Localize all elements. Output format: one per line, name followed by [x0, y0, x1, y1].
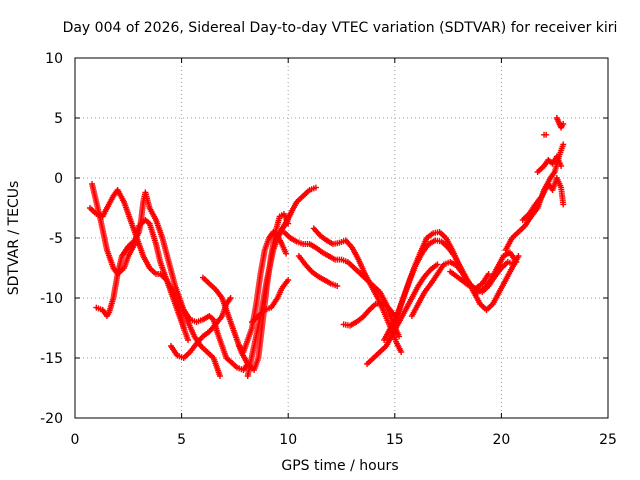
y-tick-label: 10: [45, 51, 63, 67]
y-tick-label: -15: [40, 351, 63, 367]
data-point: [398, 349, 405, 355]
data-point: [511, 261, 518, 268]
x-tick-label: 15: [386, 432, 404, 448]
series-track-13: [295, 253, 341, 289]
x-tick-label: 5: [177, 432, 186, 448]
y-tick-label: -5: [49, 231, 63, 247]
series-track-22: [534, 153, 565, 175]
series-track-23: [553, 115, 567, 131]
data-point: [334, 283, 341, 289]
y-tick-label: 5: [54, 111, 63, 127]
series-track-24: [541, 131, 550, 138]
data-point: [312, 184, 319, 191]
data-point: [558, 163, 565, 169]
x-tick-label: 20: [492, 432, 510, 448]
data-series: [86, 115, 567, 379]
data-point: [434, 261, 441, 268]
y-tick-label: 0: [54, 171, 63, 187]
series-track-19: [447, 268, 492, 292]
data-point: [560, 121, 567, 127]
y-axis-label: SDTVAR / TECUs: [6, 181, 22, 296]
data-point: [560, 201, 567, 208]
y-tick-label: -10: [40, 291, 63, 307]
x-tick-label: 0: [71, 432, 80, 448]
data-point: [515, 253, 522, 259]
series-track-14: [340, 299, 398, 329]
data-point: [396, 333, 403, 340]
data-point: [485, 271, 492, 277]
x-axis-label: GPS time / hours: [281, 458, 398, 474]
y-tick-label: -20: [40, 411, 63, 427]
data-point: [283, 250, 290, 257]
data-point: [560, 141, 567, 148]
data-point: [216, 373, 223, 379]
x-tick-label: 25: [599, 432, 617, 448]
series-track-3: [93, 189, 223, 379]
series-track-2: [86, 187, 187, 331]
chart-title: Day 004 of 2026, Sidereal Day-to-day VTE…: [63, 20, 618, 36]
series-track-15: [364, 261, 441, 367]
x-tick-label: 10: [279, 432, 297, 448]
data-point: [180, 325, 187, 331]
series-track-10: [274, 184, 319, 241]
data-point: [543, 131, 550, 138]
axis-ticks: 0 5 10 15 20 25 -20 -15 -10 -5 0 5 10: [40, 51, 617, 448]
series-track-9: [248, 277, 292, 325]
data-point: [227, 295, 234, 301]
series-track-21: [519, 175, 567, 223]
data-point: [184, 337, 191, 343]
data-point: [285, 277, 292, 283]
